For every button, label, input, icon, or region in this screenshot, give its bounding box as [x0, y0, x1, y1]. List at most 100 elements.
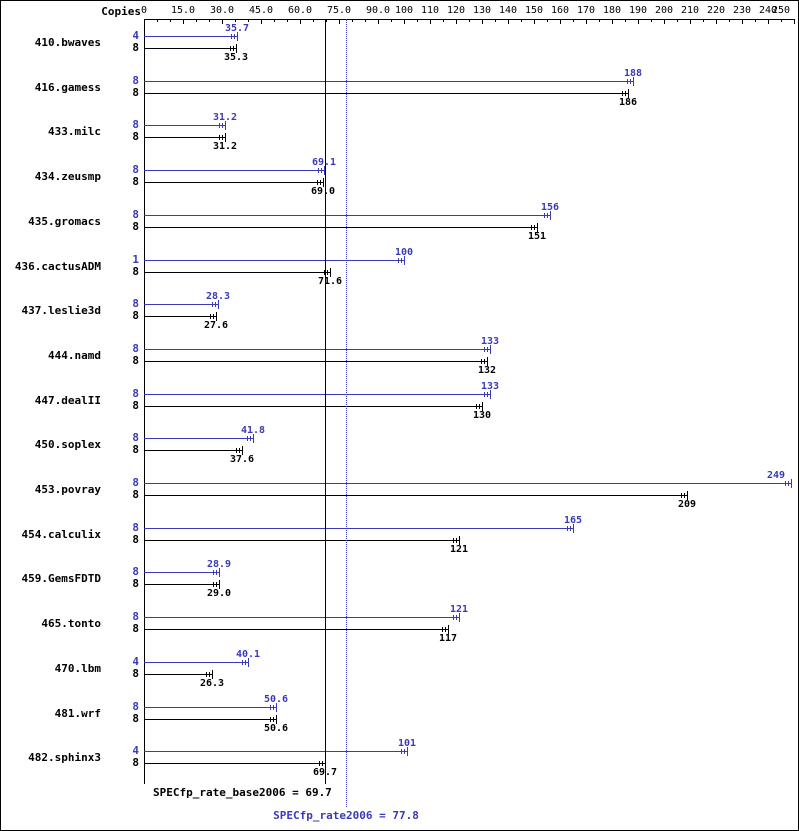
x-axis-tick — [586, 19, 587, 24]
base-bar-runmark — [319, 761, 320, 766]
peak-bar-runmark — [247, 436, 248, 441]
peak-bar-runmark — [242, 660, 243, 665]
base-bar-endcap — [459, 536, 460, 545]
base-copies-label: 8 — [132, 577, 139, 590]
peak-value-label: 41.8 — [240, 425, 266, 436]
peak-bar — [144, 707, 276, 708]
x-axis-tick — [183, 19, 184, 24]
peak-bar-endcap — [633, 77, 634, 86]
benchmark-name: 450.soplex — [34, 438, 101, 451]
peak-bar-endcap — [219, 568, 220, 577]
base-bar — [144, 361, 487, 362]
x-axis-tick-label: 0 — [140, 5, 148, 16]
peak-bar-runmark — [547, 213, 548, 218]
x-axis-minor-tick — [677, 19, 678, 22]
base-bar — [144, 763, 325, 764]
peak-bar-endcap — [276, 703, 277, 712]
peak-value-label: 31.2 — [212, 112, 238, 123]
base-bar-endcap — [323, 178, 324, 187]
peak-bar — [144, 215, 550, 216]
x-axis-tick-label: 150 — [524, 5, 544, 16]
peak-bar — [144, 304, 218, 305]
peak-copies-label: 8 — [132, 565, 139, 578]
base-bar-runmark — [213, 314, 214, 319]
peak-copies-label: 8 — [132, 476, 139, 489]
base-bar — [144, 227, 537, 228]
x-axis-tick — [456, 19, 457, 24]
benchmark-name: 454.calculix — [21, 528, 101, 541]
peak-copies-label: 8 — [132, 521, 139, 534]
x-axis-minor-tick — [625, 19, 626, 22]
base-bar-runmark — [534, 225, 535, 230]
benchmark-name: 482.sphinx3 — [28, 751, 101, 764]
base-bar-endcap — [330, 268, 331, 277]
peak-value-label: 188 — [623, 68, 643, 79]
peak-bar-runmark — [404, 749, 405, 754]
base-bar-runmark — [453, 538, 454, 543]
x-axis-minor-tick — [417, 19, 418, 22]
benchmark-name: 470.lbm — [54, 662, 101, 675]
base-bar — [144, 495, 687, 496]
peak-bar-runmark — [456, 615, 457, 620]
base-bar-runmark — [327, 270, 328, 275]
base-bar-endcap — [236, 44, 237, 53]
peak-copies-label: 8 — [132, 118, 139, 131]
x-axis-minor-tick — [209, 19, 210, 22]
base-bar-runmark — [531, 225, 532, 230]
benchmark-name: 416.gamess — [34, 81, 101, 94]
peak-bar-runmark — [484, 392, 485, 397]
peak-bar — [144, 751, 407, 752]
benchmark-name: 453.povray — [34, 483, 101, 496]
base-bar-runmark — [206, 672, 207, 677]
peak-bar-endcap — [253, 434, 254, 443]
peak-bar-endcap — [407, 747, 408, 756]
base-value-label: 151 — [527, 231, 547, 242]
base-bar-runmark — [622, 91, 623, 96]
base-bar-endcap — [482, 402, 483, 411]
peak-copies-label: 8 — [132, 342, 139, 355]
peak-bar-runmark — [216, 570, 217, 575]
peak-copies-label: 8 — [132, 610, 139, 623]
x-axis-minor-tick — [495, 19, 496, 22]
x-axis-tick — [482, 19, 483, 24]
peak-bar-runmark — [318, 168, 319, 173]
peak-bar-endcap — [550, 211, 551, 220]
base-bar-runmark — [484, 359, 485, 364]
x-axis-minor-tick — [703, 19, 704, 22]
peak-value-label: 133 — [480, 381, 500, 392]
base-bar-runmark — [222, 135, 223, 140]
base-bar-runmark — [684, 493, 685, 498]
base-copies-label: 8 — [132, 443, 139, 456]
peak-copies-label: 8 — [132, 431, 139, 444]
peak-copies-label: 8 — [132, 297, 139, 310]
base-copies-label: 8 — [132, 130, 139, 143]
base-copies-label: 8 — [132, 756, 139, 769]
peak-bar-endcap — [237, 32, 238, 41]
base-bar — [144, 719, 276, 720]
base-bar-runmark — [481, 359, 482, 364]
peak-bar-runmark — [215, 302, 216, 307]
peak-bar-runmark — [231, 34, 232, 39]
base-value-label: 31.2 — [212, 141, 238, 152]
peak-bar-runmark — [234, 34, 235, 39]
peak-bar-runmark — [213, 570, 214, 575]
base-bar-runmark — [625, 91, 626, 96]
x-axis-tick — [534, 19, 535, 24]
base-bar — [144, 93, 628, 94]
x-axis-tick — [261, 19, 262, 24]
base-bar-runmark — [216, 582, 217, 587]
base-bar-runmark — [479, 404, 480, 409]
peak-value-label: 40.1 — [235, 649, 261, 660]
base-mean-text: SPECfp_rate_base2006 = 69.7 — [153, 786, 332, 799]
x-axis-tick-label: 250 — [771, 5, 791, 16]
x-axis-tick-label: 210 — [680, 5, 700, 16]
x-axis-tick — [716, 19, 717, 24]
peak-copies-label: 4 — [132, 29, 139, 42]
peak-bar — [144, 81, 633, 82]
base-bar-runmark — [324, 270, 325, 275]
base-bar-runmark — [317, 180, 318, 185]
x-axis-minor-tick — [170, 19, 171, 22]
base-bar-runmark — [476, 404, 477, 409]
peak-value-label: 69.1 — [311, 157, 337, 168]
